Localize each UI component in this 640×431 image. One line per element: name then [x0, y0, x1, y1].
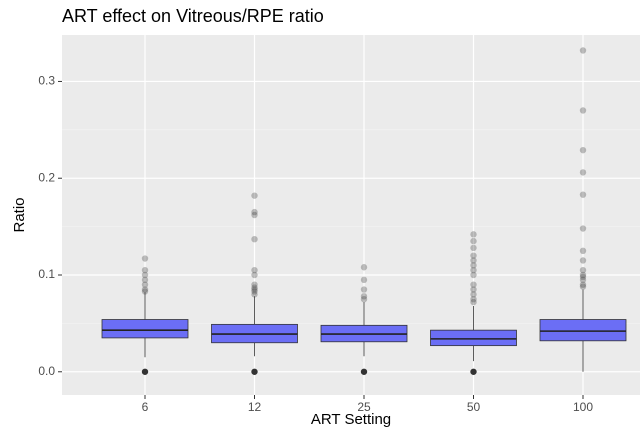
box	[539, 319, 627, 342]
outlier	[579, 47, 587, 54]
outlier	[251, 291, 258, 298]
outlier	[360, 276, 368, 284]
outlier	[470, 231, 477, 238]
outlier	[251, 192, 258, 199]
outlier	[470, 257, 477, 264]
outlier	[470, 291, 477, 298]
outlier	[360, 293, 368, 300]
outlier	[579, 257, 587, 264]
outlier	[579, 146, 587, 154]
box	[430, 329, 517, 347]
outlier	[141, 286, 149, 293]
outlier	[470, 271, 477, 279]
outlier	[579, 271, 587, 279]
outlier	[579, 266, 587, 274]
y-tick-label: 0.1	[38, 267, 55, 281]
y-axis-title: Ratio	[11, 197, 28, 232]
outlier	[470, 286, 477, 293]
outlier	[470, 262, 477, 269]
x-tick-label: 6	[142, 400, 149, 414]
outlier	[251, 266, 258, 274]
outlier	[579, 283, 587, 290]
y-tick-label: 0.3	[38, 74, 55, 88]
outlier	[470, 298, 477, 306]
outlier	[251, 286, 258, 293]
x-tick-label: 50	[467, 400, 481, 414]
outlier	[579, 247, 587, 255]
outlier	[251, 211, 258, 219]
outlier	[141, 281, 149, 288]
outlier	[360, 264, 368, 271]
y-tick-label: 0.0	[38, 364, 55, 378]
outlier	[141, 266, 149, 274]
x-axis-title: ART Setting	[311, 411, 391, 428]
outlier	[141, 368, 149, 375]
outlier	[360, 286, 368, 293]
x-tick-label: 12	[248, 400, 262, 414]
outlier	[579, 273, 587, 281]
outlier	[579, 225, 587, 232]
x-tick-label: 25	[357, 400, 371, 414]
outlier	[470, 281, 477, 288]
outlier	[579, 169, 587, 176]
outlier	[251, 208, 258, 216]
box	[101, 319, 189, 339]
outlier	[579, 281, 587, 288]
outlier	[579, 191, 587, 198]
outlier	[360, 295, 368, 303]
outlier	[470, 295, 477, 303]
outlier	[251, 284, 258, 291]
outlier	[141, 255, 149, 262]
outlier	[470, 237, 477, 245]
outlier	[251, 235, 258, 243]
x-tick-label: 100	[573, 400, 593, 414]
outlier	[470, 244, 477, 252]
outlier	[141, 271, 149, 279]
outlier	[470, 368, 477, 375]
outlier	[251, 368, 258, 375]
outlier	[141, 276, 149, 284]
outlier	[251, 271, 258, 279]
outlier	[579, 107, 587, 114]
outlier	[470, 252, 477, 259]
outlier	[141, 288, 149, 295]
outlier	[470, 266, 477, 274]
outlier	[360, 368, 368, 375]
chart-title: ART effect on Vitreous/RPE ratio	[62, 6, 324, 26]
y-tick-label: 0.2	[38, 170, 55, 184]
outlier	[579, 276, 587, 284]
outlier	[251, 288, 258, 295]
outlier	[251, 281, 258, 288]
